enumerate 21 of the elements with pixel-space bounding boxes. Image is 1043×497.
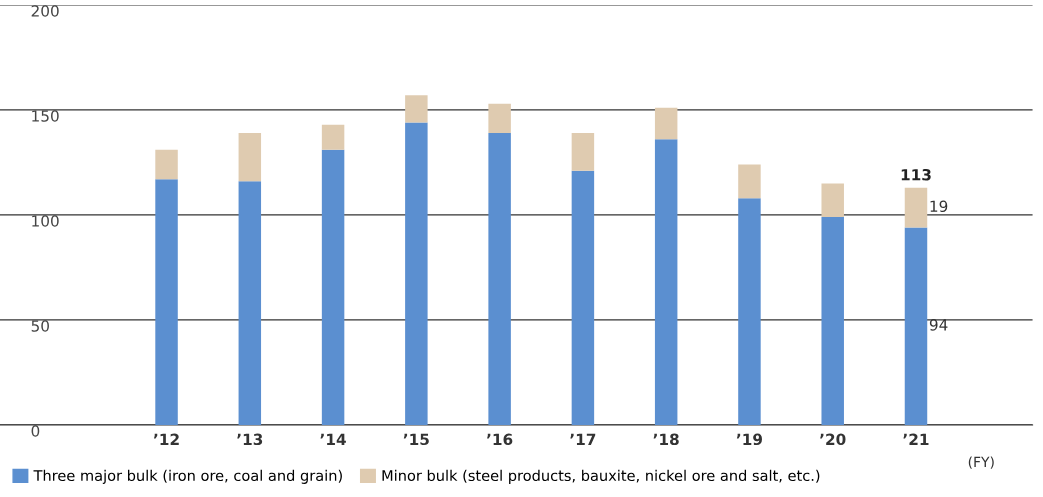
y-tick-label: 0 <box>31 425 40 437</box>
x-tick-label: ’18 <box>653 433 679 446</box>
data-label: 19 <box>930 200 948 213</box>
x-tick-label: ’21 <box>903 433 929 445</box>
x-tick-label: ’19 <box>736 433 762 446</box>
legend-label: Three major bulk (iron ore, coal and grain) <box>33 469 342 484</box>
x-tick-label: ’20 <box>820 433 846 446</box>
x-tick-label: ’14 <box>320 433 346 445</box>
x-axis-title: (FY) <box>968 456 994 469</box>
x-tick-label: ’12 <box>153 433 179 445</box>
legend-label: Minor bulk (steel products, bauxite, nickel ore and salt, etc.) <box>382 469 820 484</box>
x-tick-label: ’17 <box>570 433 596 445</box>
y-tick-label: 150 <box>32 110 59 122</box>
y-tick-label: 50 <box>31 320 49 332</box>
x-tick-label: ’15 <box>403 433 429 446</box>
y-tick-label: 200 <box>31 5 59 17</box>
x-tick-label: ’13 <box>237 433 263 446</box>
x-tick-label: ’16 <box>487 433 513 446</box>
y-tick-label: 100 <box>32 215 59 227</box>
total-label: 113 <box>901 168 931 181</box>
data-label: 94 <box>929 319 948 331</box>
